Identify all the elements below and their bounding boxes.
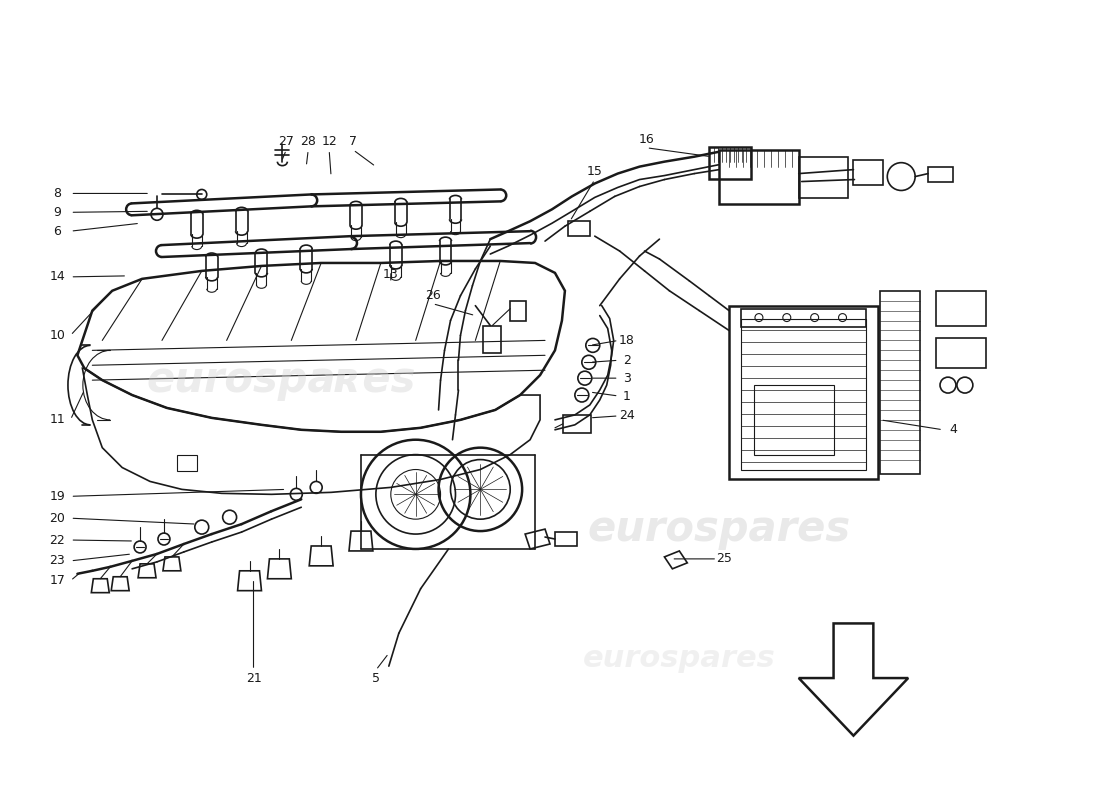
Bar	[754, 385, 834, 454]
Bar	[854, 160, 883, 185]
Bar	[928, 166, 953, 182]
Text: 28: 28	[300, 135, 316, 148]
Text: 21: 21	[245, 671, 262, 685]
Bar	[741, 309, 867, 326]
Bar	[556, 532, 576, 546]
Bar	[729, 306, 878, 479]
Text: 20: 20	[50, 512, 65, 525]
Bar	[483, 326, 502, 354]
Text: 27: 27	[278, 135, 295, 148]
Text: eurospares: eurospares	[587, 508, 850, 550]
Text: 18: 18	[618, 334, 635, 347]
Text: 7: 7	[349, 135, 358, 148]
Text: 12: 12	[321, 135, 337, 148]
Bar	[510, 301, 526, 321]
Bar	[568, 222, 590, 236]
Text: 24: 24	[618, 410, 635, 422]
Bar	[177, 454, 197, 470]
Text: eurospaʀes: eurospaʀes	[146, 359, 416, 401]
Text: 1: 1	[623, 390, 630, 402]
Text: 23: 23	[50, 554, 65, 567]
Text: 22: 22	[50, 534, 65, 546]
Text: 19: 19	[50, 490, 65, 503]
Text: 3: 3	[623, 372, 630, 385]
Bar	[563, 415, 591, 433]
Text: 26: 26	[425, 290, 440, 302]
Text: 9: 9	[54, 206, 62, 219]
Text: 16: 16	[639, 134, 654, 146]
Text: 11: 11	[50, 414, 65, 426]
Bar	[799, 157, 848, 198]
Bar	[936, 290, 986, 326]
Text: 14: 14	[50, 270, 65, 283]
Bar	[710, 146, 751, 178]
Text: 17: 17	[50, 574, 65, 587]
Text: eurospares: eurospares	[583, 644, 775, 673]
Text: 25: 25	[716, 552, 733, 566]
Text: 2: 2	[623, 354, 630, 366]
Bar	[741, 318, 867, 470]
Bar	[719, 150, 799, 204]
Text: 6: 6	[54, 225, 62, 238]
Bar	[936, 338, 986, 368]
Text: 10: 10	[50, 329, 65, 342]
Text: 8: 8	[54, 187, 62, 200]
Text: 13: 13	[383, 268, 398, 282]
Text: 5: 5	[372, 671, 379, 685]
Bar	[880, 290, 920, 474]
Text: 4: 4	[949, 423, 957, 436]
Text: 15: 15	[586, 165, 603, 178]
